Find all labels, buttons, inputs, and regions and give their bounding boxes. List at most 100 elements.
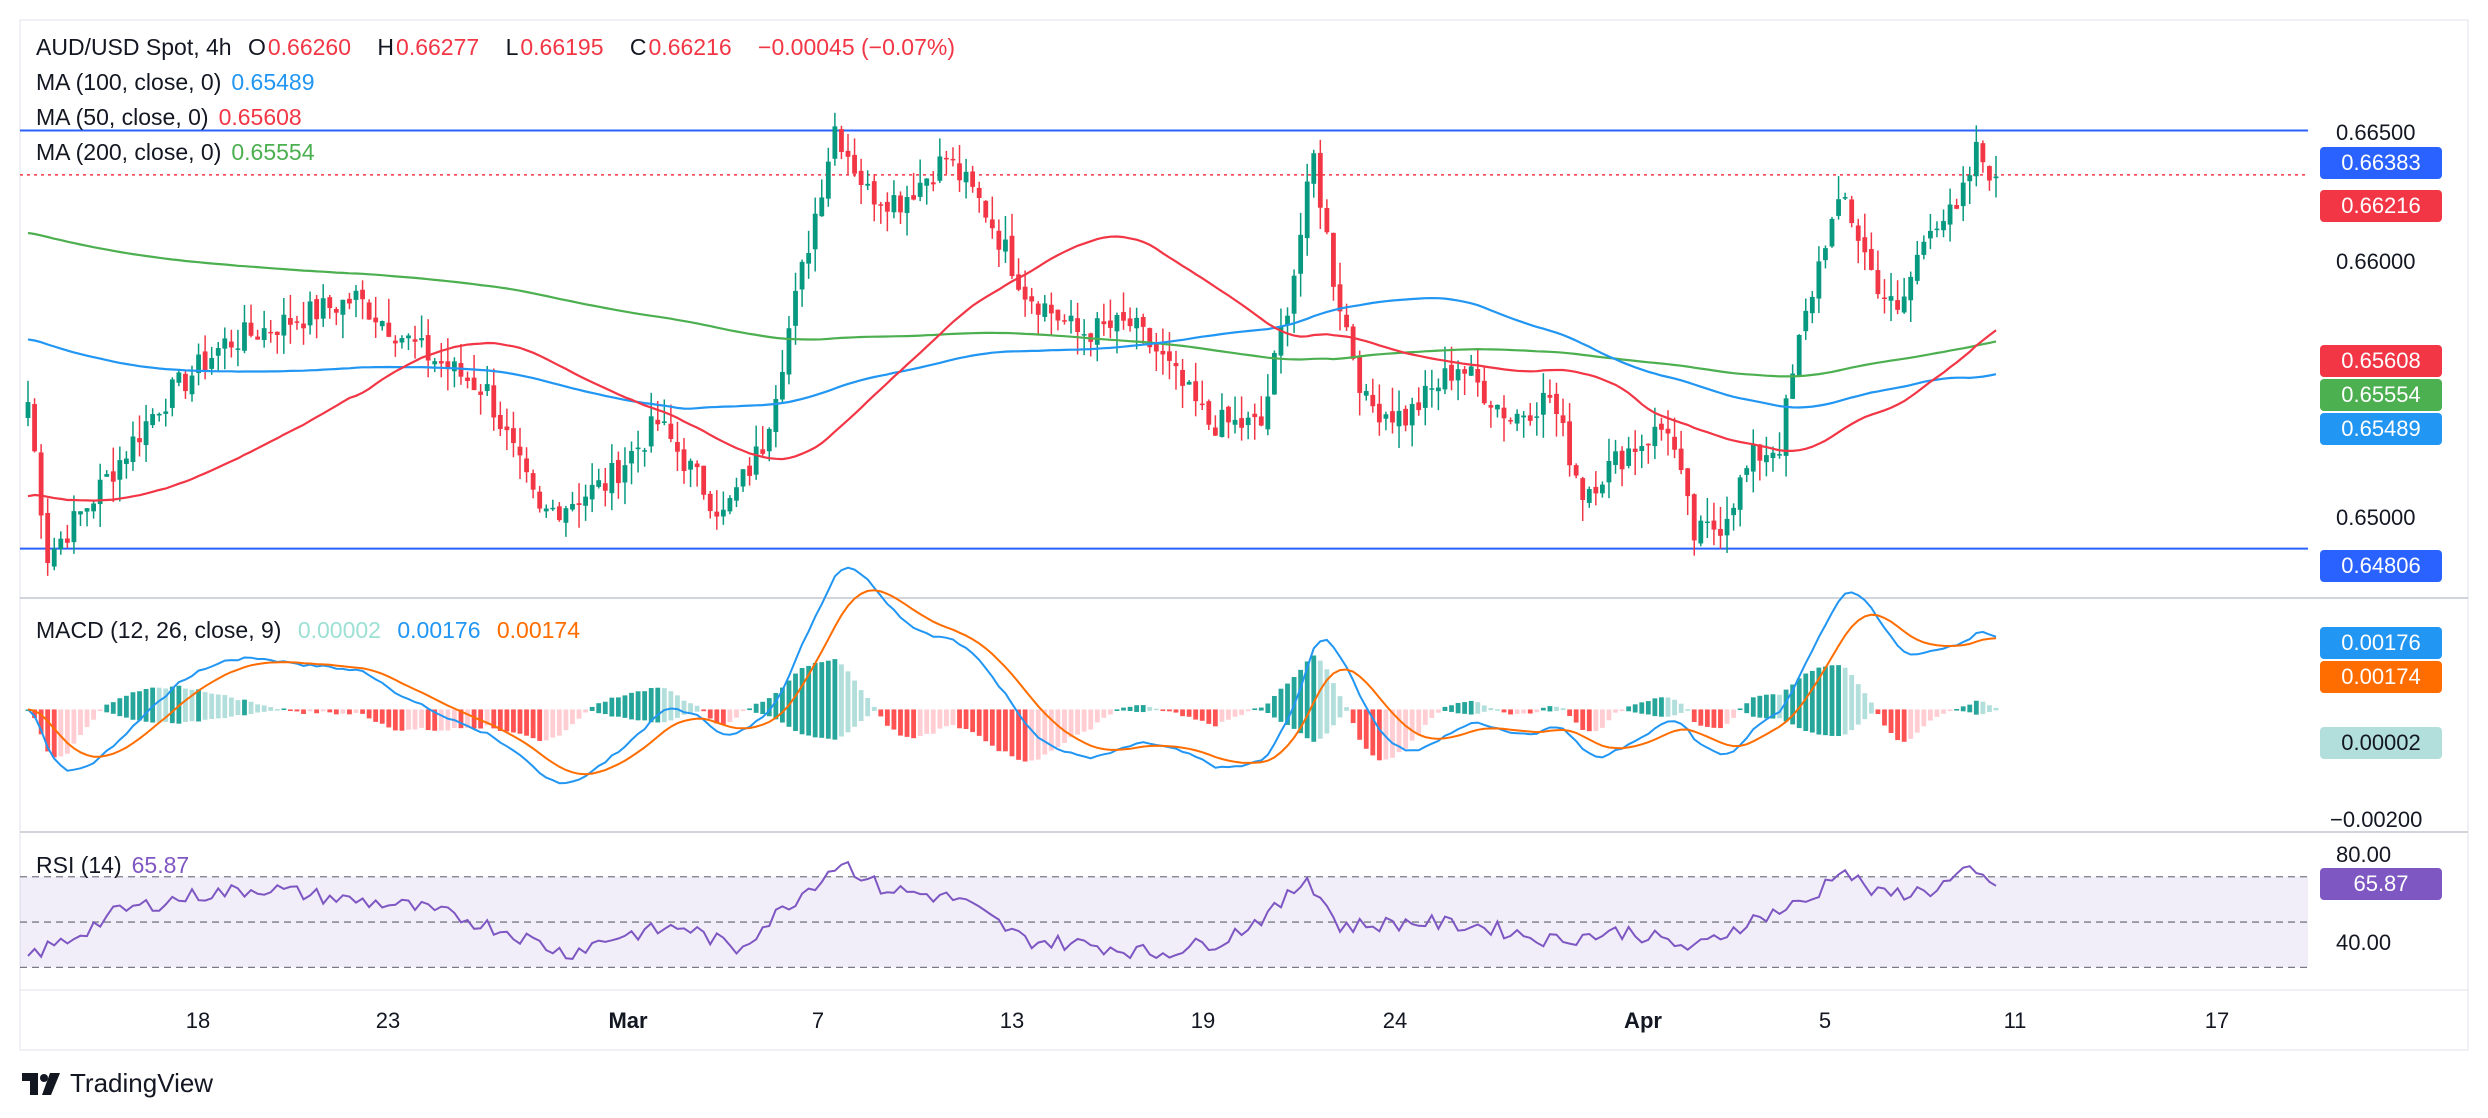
macd-histogram-bar bbox=[1960, 706, 1966, 712]
candle-body bbox=[957, 163, 962, 181]
macd-histogram-bar bbox=[281, 708, 287, 711]
macd-histogram-bar bbox=[1252, 708, 1258, 711]
macd-histogram-bar bbox=[1928, 709, 1933, 721]
candle-body bbox=[458, 363, 464, 377]
ma100-legend[interactable]: MA (100, close, 0) 0.65489 bbox=[36, 67, 325, 97]
ma100-line bbox=[27, 296, 1997, 410]
macd-histogram-bar bbox=[215, 694, 221, 719]
macd-histogram-bar bbox=[596, 703, 602, 714]
macd-histogram-bar bbox=[1744, 703, 1750, 714]
candle-body bbox=[1272, 352, 1277, 395]
macd-histogram-bar bbox=[104, 704, 110, 713]
x-label-13: 13 bbox=[999, 1008, 1025, 1033]
candle-body bbox=[1803, 310, 1809, 332]
macd-histogram-bar bbox=[163, 688, 169, 722]
macd-histogram-bar bbox=[1823, 666, 1828, 736]
macd-histogram-bar bbox=[609, 697, 615, 717]
macd-histogram-bar bbox=[1836, 665, 1841, 737]
macd-histogram-bar bbox=[392, 709, 398, 731]
candle-body bbox=[891, 195, 897, 213]
macd-histogram-bar bbox=[1140, 705, 1146, 713]
ma50-legend[interactable]: MA (50, close, 0) 0.65608 bbox=[36, 102, 312, 132]
macd-histogram-bar bbox=[484, 709, 490, 726]
x-label-apr: Apr bbox=[1624, 1008, 1662, 1033]
macd-histogram-bar bbox=[45, 709, 51, 752]
macd-histogram-bar bbox=[1652, 698, 1658, 717]
tradingview-logo[interactable]: TradingView bbox=[22, 1068, 213, 1099]
candle-body bbox=[1429, 388, 1435, 390]
macd-label: MACD (12, 26, close, 9) bbox=[36, 617, 282, 643]
candle-body bbox=[1606, 461, 1612, 483]
candle-body bbox=[150, 414, 156, 426]
candle-body bbox=[209, 357, 215, 369]
macd-histogram-bar bbox=[629, 692, 634, 720]
macd-line-value: 0.00176 bbox=[397, 617, 481, 643]
macd-histogram-bar bbox=[1416, 709, 1422, 735]
candle-body bbox=[1226, 406, 1231, 423]
macd-histogram-bar bbox=[452, 709, 457, 728]
candle-body bbox=[1547, 394, 1553, 398]
symbol-title: AUD/USD Spot, 4h bbox=[36, 34, 232, 60]
macd-histogram-bar bbox=[97, 709, 103, 712]
macd-histogram-bar bbox=[773, 692, 779, 720]
macd-histogram-bar bbox=[806, 665, 812, 736]
candle-body bbox=[1167, 351, 1172, 361]
macd-histogram-bar bbox=[110, 702, 116, 714]
macd-histogram-bar bbox=[497, 709, 503, 732]
macd-signal-tag: 0.00174 bbox=[2320, 661, 2442, 693]
macd-hist-tag: 0.00002 bbox=[2320, 727, 2442, 759]
candle-body bbox=[635, 447, 641, 450]
rsi-legend-value: 65.87 bbox=[131, 852, 190, 878]
rsi-label: RSI (14) bbox=[36, 852, 122, 878]
candle-body bbox=[1586, 489, 1592, 503]
candle-body bbox=[1422, 385, 1428, 408]
candle-body bbox=[1390, 411, 1395, 423]
candle-body bbox=[589, 484, 595, 500]
candle-body bbox=[1750, 443, 1756, 472]
macd-histogram-bar bbox=[360, 709, 365, 714]
macd-histogram-bar bbox=[64, 709, 70, 754]
macd-histogram-bar bbox=[130, 692, 136, 720]
candle-body bbox=[1967, 175, 1973, 182]
macd-histogram-bar bbox=[1173, 709, 1179, 713]
candle-body bbox=[386, 322, 392, 337]
macd-legend[interactable]: MACD (12, 26, close, 9) 0.00002 0.00176 … bbox=[36, 615, 590, 645]
candle-body bbox=[288, 318, 293, 325]
candle-body bbox=[497, 414, 503, 430]
macd-histogram-bar bbox=[793, 673, 798, 731]
macd-histogram-bar bbox=[720, 709, 726, 725]
macd-histogram-bar bbox=[1429, 709, 1435, 718]
macd-histogram-bar bbox=[1704, 709, 1710, 727]
macd-histogram-bar bbox=[478, 709, 484, 729]
candle-body bbox=[340, 299, 346, 315]
macd-histogram-bar bbox=[189, 689, 195, 722]
macd-histogram-bar bbox=[1829, 665, 1835, 736]
candle-body bbox=[445, 361, 451, 370]
macd-histogram-bar bbox=[1777, 694, 1782, 719]
candle-body bbox=[1908, 276, 1914, 301]
macd-histogram-bar bbox=[1711, 709, 1717, 728]
macd-histogram-bar bbox=[1645, 701, 1651, 715]
macd-histogram-bar bbox=[1088, 709, 1094, 730]
macd-histogram-bar bbox=[1042, 709, 1048, 755]
macd-histogram-bar bbox=[386, 709, 392, 728]
macd-histogram-bar bbox=[1868, 702, 1874, 714]
candle-body bbox=[1048, 304, 1054, 314]
candle-body bbox=[950, 158, 956, 161]
candle-body bbox=[379, 321, 385, 327]
macd-histogram-bar bbox=[1632, 704, 1638, 713]
macd-histogram-bar bbox=[169, 686, 175, 724]
candle-body bbox=[32, 404, 37, 452]
macd-histogram-bar bbox=[1449, 705, 1454, 712]
candle-body bbox=[1350, 326, 1356, 359]
rsi-legend[interactable]: RSI (14) 65.87 bbox=[36, 850, 199, 880]
candle-body bbox=[1331, 232, 1336, 287]
macd-histogram-bar bbox=[432, 709, 438, 731]
ma200-legend[interactable]: MA (200, close, 0) 0.65554 bbox=[36, 137, 325, 167]
macd-histogram-bar bbox=[1626, 706, 1632, 712]
candle-body bbox=[1245, 417, 1251, 426]
macd-histogram-bar bbox=[1665, 697, 1671, 717]
macd-histogram-bar bbox=[1586, 709, 1592, 732]
macd-histogram-bar bbox=[183, 688, 188, 722]
